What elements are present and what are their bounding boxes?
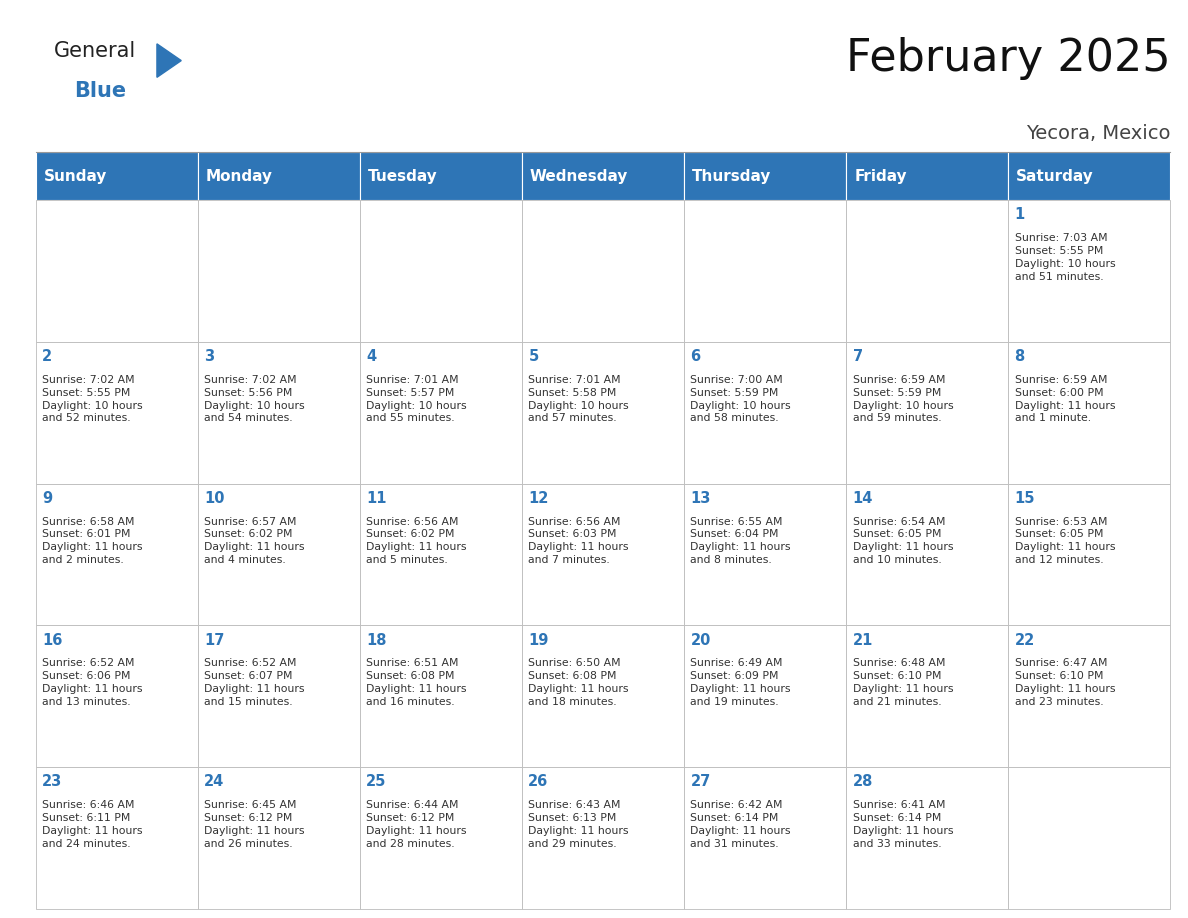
Text: Sunrise: 6:48 AM
Sunset: 6:10 PM
Daylight: 11 hours
and 21 minutes.: Sunrise: 6:48 AM Sunset: 6:10 PM Dayligh… [853,658,953,707]
Text: Sunrise: 7:03 AM
Sunset: 5:55 PM
Daylight: 10 hours
and 51 minutes.: Sunrise: 7:03 AM Sunset: 5:55 PM Dayligh… [1015,233,1116,282]
Text: Sunrise: 6:54 AM
Sunset: 6:05 PM
Daylight: 11 hours
and 10 minutes.: Sunrise: 6:54 AM Sunset: 6:05 PM Dayligh… [853,517,953,565]
Text: 13: 13 [690,491,710,506]
Text: 28: 28 [853,775,873,789]
Text: Monday: Monday [206,169,273,184]
Text: 17: 17 [204,633,225,648]
Text: Yecora, Mexico: Yecora, Mexico [1025,124,1170,143]
Text: 7: 7 [853,349,862,364]
Text: Sunrise: 6:45 AM
Sunset: 6:12 PM
Daylight: 11 hours
and 26 minutes.: Sunrise: 6:45 AM Sunset: 6:12 PM Dayligh… [204,800,304,848]
Text: Sunrise: 6:51 AM
Sunset: 6:08 PM
Daylight: 11 hours
and 16 minutes.: Sunrise: 6:51 AM Sunset: 6:08 PM Dayligh… [366,658,467,707]
Text: 1: 1 [1015,207,1025,222]
Text: 19: 19 [529,633,549,648]
Text: Sunrise: 6:58 AM
Sunset: 6:01 PM
Daylight: 11 hours
and 2 minutes.: Sunrise: 6:58 AM Sunset: 6:01 PM Dayligh… [42,517,143,565]
Text: Sunrise: 6:42 AM
Sunset: 6:14 PM
Daylight: 11 hours
and 31 minutes.: Sunrise: 6:42 AM Sunset: 6:14 PM Dayligh… [690,800,791,848]
Text: Sunrise: 7:00 AM
Sunset: 5:59 PM
Daylight: 10 hours
and 58 minutes.: Sunrise: 7:00 AM Sunset: 5:59 PM Dayligh… [690,375,791,423]
Text: February 2025: February 2025 [846,37,1170,80]
Text: 18: 18 [366,633,387,648]
Text: 24: 24 [204,775,225,789]
Text: General: General [53,41,135,62]
Text: 4: 4 [366,349,377,364]
Text: Blue: Blue [74,81,126,101]
Text: Friday: Friday [854,169,906,184]
Text: 26: 26 [529,775,549,789]
Text: 23: 23 [42,775,63,789]
Text: Thursday: Thursday [693,169,771,184]
Text: Sunrise: 6:56 AM
Sunset: 6:03 PM
Daylight: 11 hours
and 7 minutes.: Sunrise: 6:56 AM Sunset: 6:03 PM Dayligh… [529,517,628,565]
Text: Sunrise: 7:01 AM
Sunset: 5:58 PM
Daylight: 10 hours
and 57 minutes.: Sunrise: 7:01 AM Sunset: 5:58 PM Dayligh… [529,375,628,423]
Text: 11: 11 [366,491,387,506]
Text: Sunrise: 6:57 AM
Sunset: 6:02 PM
Daylight: 11 hours
and 4 minutes.: Sunrise: 6:57 AM Sunset: 6:02 PM Dayligh… [204,517,304,565]
Text: 14: 14 [853,491,873,506]
Polygon shape [157,44,182,77]
Text: Saturday: Saturday [1016,169,1094,184]
Text: Sunrise: 6:44 AM
Sunset: 6:12 PM
Daylight: 11 hours
and 28 minutes.: Sunrise: 6:44 AM Sunset: 6:12 PM Dayligh… [366,800,467,848]
Text: Tuesday: Tuesday [368,169,437,184]
Text: 12: 12 [529,491,549,506]
Text: 10: 10 [204,491,225,506]
Text: Sunrise: 6:59 AM
Sunset: 5:59 PM
Daylight: 10 hours
and 59 minutes.: Sunrise: 6:59 AM Sunset: 5:59 PM Dayligh… [853,375,953,423]
Text: Sunrise: 6:50 AM
Sunset: 6:08 PM
Daylight: 11 hours
and 18 minutes.: Sunrise: 6:50 AM Sunset: 6:08 PM Dayligh… [529,658,628,707]
Text: Sunrise: 6:53 AM
Sunset: 6:05 PM
Daylight: 11 hours
and 12 minutes.: Sunrise: 6:53 AM Sunset: 6:05 PM Dayligh… [1015,517,1116,565]
Text: Sunrise: 6:55 AM
Sunset: 6:04 PM
Daylight: 11 hours
and 8 minutes.: Sunrise: 6:55 AM Sunset: 6:04 PM Dayligh… [690,517,791,565]
Text: Sunrise: 7:02 AM
Sunset: 5:55 PM
Daylight: 10 hours
and 52 minutes.: Sunrise: 7:02 AM Sunset: 5:55 PM Dayligh… [42,375,143,423]
Text: 5: 5 [529,349,538,364]
Text: Sunrise: 7:02 AM
Sunset: 5:56 PM
Daylight: 10 hours
and 54 minutes.: Sunrise: 7:02 AM Sunset: 5:56 PM Dayligh… [204,375,305,423]
Text: 8: 8 [1015,349,1025,364]
Text: 16: 16 [42,633,63,648]
Text: Sunrise: 6:43 AM
Sunset: 6:13 PM
Daylight: 11 hours
and 29 minutes.: Sunrise: 6:43 AM Sunset: 6:13 PM Dayligh… [529,800,628,848]
Text: 6: 6 [690,349,701,364]
Text: Sunrise: 6:52 AM
Sunset: 6:06 PM
Daylight: 11 hours
and 13 minutes.: Sunrise: 6:52 AM Sunset: 6:06 PM Dayligh… [42,658,143,707]
Text: Sunrise: 6:52 AM
Sunset: 6:07 PM
Daylight: 11 hours
and 15 minutes.: Sunrise: 6:52 AM Sunset: 6:07 PM Dayligh… [204,658,304,707]
Text: 27: 27 [690,775,710,789]
Text: 25: 25 [366,775,386,789]
Text: 15: 15 [1015,491,1035,506]
Text: Sunrise: 6:59 AM
Sunset: 6:00 PM
Daylight: 11 hours
and 1 minute.: Sunrise: 6:59 AM Sunset: 6:00 PM Dayligh… [1015,375,1116,423]
Text: 21: 21 [853,633,873,648]
Text: Sunrise: 6:41 AM
Sunset: 6:14 PM
Daylight: 11 hours
and 33 minutes.: Sunrise: 6:41 AM Sunset: 6:14 PM Dayligh… [853,800,953,848]
Text: 2: 2 [42,349,52,364]
Text: Sunrise: 6:49 AM
Sunset: 6:09 PM
Daylight: 11 hours
and 19 minutes.: Sunrise: 6:49 AM Sunset: 6:09 PM Dayligh… [690,658,791,707]
Text: 9: 9 [42,491,52,506]
Text: Sunday: Sunday [44,169,107,184]
Text: 3: 3 [204,349,214,364]
Text: Sunrise: 6:47 AM
Sunset: 6:10 PM
Daylight: 11 hours
and 23 minutes.: Sunrise: 6:47 AM Sunset: 6:10 PM Dayligh… [1015,658,1116,707]
Text: Sunrise: 7:01 AM
Sunset: 5:57 PM
Daylight: 10 hours
and 55 minutes.: Sunrise: 7:01 AM Sunset: 5:57 PM Dayligh… [366,375,467,423]
Text: Sunrise: 6:46 AM
Sunset: 6:11 PM
Daylight: 11 hours
and 24 minutes.: Sunrise: 6:46 AM Sunset: 6:11 PM Dayligh… [42,800,143,848]
Text: Sunrise: 6:56 AM
Sunset: 6:02 PM
Daylight: 11 hours
and 5 minutes.: Sunrise: 6:56 AM Sunset: 6:02 PM Dayligh… [366,517,467,565]
Text: 22: 22 [1015,633,1035,648]
Text: Wednesday: Wednesday [530,169,628,184]
Text: 20: 20 [690,633,710,648]
